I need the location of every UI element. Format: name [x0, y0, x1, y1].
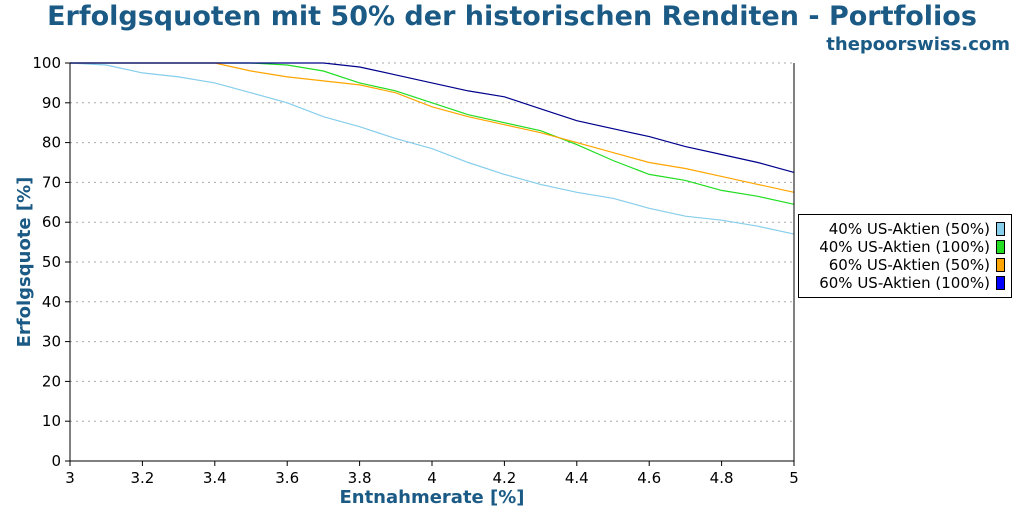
y-tick-label: 30: [42, 333, 61, 351]
y-tick-label: 70: [42, 173, 61, 191]
y-axis-title: Erfolgsquote [%]: [14, 177, 35, 348]
x-tick-label: 4.2: [492, 469, 516, 487]
legend: 40% US-Aktien (50%) 40% US-Aktien (100%)…: [798, 214, 1012, 298]
legend-item-60-100: 60% US-Aktien (100%): [819, 274, 1005, 292]
legend-item-40-100: 40% US-Aktien (100%): [819, 238, 1005, 256]
x-tick-label: 5: [789, 469, 799, 487]
chart-title: Erfolgsquoten mit 50% der historischen R…: [47, 1, 977, 32]
series-line-3: [70, 62, 795, 173]
legend-swatch: [996, 222, 1005, 236]
y-tick-label: 100: [32, 54, 61, 72]
x-tick-label: 3.6: [275, 469, 299, 487]
y-tick-label: 20: [42, 372, 61, 390]
x-tick-label: 3.8: [348, 469, 372, 487]
y-tick-label: 60: [42, 213, 61, 231]
legend-label: 60% US-Aktien (100%): [819, 274, 990, 292]
legend-swatch: [996, 240, 1005, 254]
grid-lines: [70, 62, 794, 422]
y-tick-label: 80: [42, 134, 61, 152]
y-tick-label: 90: [42, 94, 61, 112]
series-line-1: [70, 62, 795, 205]
x-tick-label: 4.6: [637, 469, 661, 487]
source-label: thepoorswiss.com: [826, 34, 1010, 55]
legend-label: 40% US-Aktien (50%): [828, 220, 990, 238]
x-tick-label: 3.4: [203, 469, 227, 487]
series-lines: [69, 62, 795, 235]
y-tick-label: 40: [42, 293, 61, 311]
x-axis-title: Entnahmerate [%]: [339, 487, 524, 508]
legend-swatch: [996, 276, 1005, 290]
y-tick-label: 50: [42, 253, 61, 271]
x-tick-label: 4: [427, 469, 437, 487]
x-tick-label: 4.4: [565, 469, 589, 487]
x-tick-label: 3.2: [130, 469, 154, 487]
x-tick-label: 3: [65, 469, 75, 487]
legend-item-40-50: 40% US-Aktien (50%): [829, 220, 1005, 238]
series-line-0: [69, 62, 795, 235]
legend-label: 60% US-Aktien (50%): [828, 256, 990, 274]
x-tick-label: 4.8: [710, 469, 734, 487]
legend-item-60-50: 60% US-Aktien (50%): [829, 256, 1005, 274]
y-tick-label: 10: [42, 412, 61, 430]
legend-swatch: [996, 258, 1005, 272]
axes: 0 10 20 30 40 50 60 70 80 90 100 3 3.2 3.4 3.6 3.8 4 4.2 4…: [32, 54, 798, 487]
legend-label: 40% US-Aktien (100%): [819, 238, 990, 256]
y-tick-label: 0: [51, 452, 61, 470]
